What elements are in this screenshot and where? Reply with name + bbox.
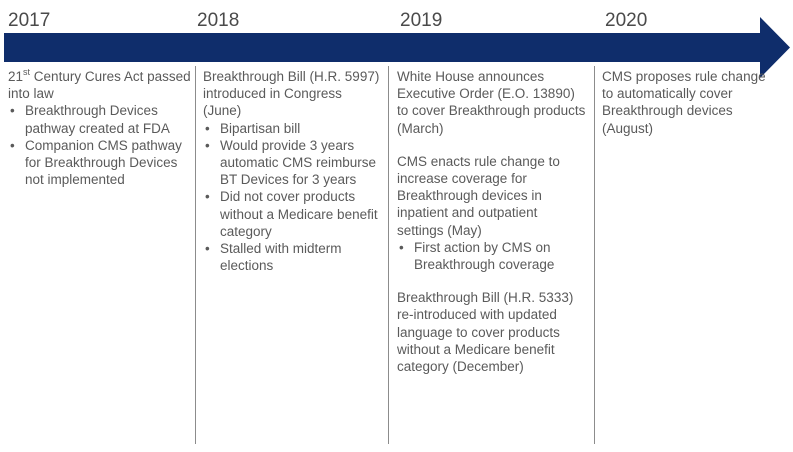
divider-2020 <box>594 66 595 444</box>
year-2020-label: 2020 <box>605 10 648 31</box>
cures-act-text: 21st Century Cures Act passed into law <box>8 66 191 102</box>
executive-order-text: White House announces Executive Order (E… <box>397 69 586 136</box>
bullet-item: Did not cover products without a Medicar… <box>203 188 383 240</box>
column-2019: White House announces Executive Order (E… <box>397 68 587 375</box>
bullet-item: Companion CMS pathway for Breakthrough D… <box>8 137 191 189</box>
bullet-item: Breakthrough Devices pathway created at … <box>8 102 191 136</box>
bullet-item: First action by CMS on Breakthrough cove… <box>397 239 587 273</box>
column-2017: 21st Century Cures Act passed into law B… <box>8 66 191 188</box>
column-2020: CMS proposes rule change to automaticall… <box>602 68 772 137</box>
timeline-arrow-shape <box>4 17 790 78</box>
bullet-item: Stalled with midterm elections <box>203 240 383 274</box>
column-2017-bullets: Breakthrough Devices pathway created at … <box>8 102 191 188</box>
year-2018-label: 2018 <box>197 10 240 31</box>
breakthrough-bill-2018-text: Breakthrough Bill (H.R. 5997) introduced… <box>203 69 380 119</box>
bullet-item: Bipartisan bill <box>203 120 383 137</box>
cms-rule-change-text: CMS enacts rule change to increase cover… <box>397 153 560 238</box>
column-2018-bullets: Bipartisan bill Would provide 3 years au… <box>203 120 383 275</box>
column-2019-bullets: First action by CMS on Breakthrough cove… <box>397 239 587 273</box>
cms-proposes-rule-text: CMS proposes rule change to automaticall… <box>602 69 766 136</box>
column-2018: Breakthrough Bill (H.R. 5997) introduced… <box>203 68 383 274</box>
year-2017-label: 2017 <box>8 10 51 31</box>
year-2019-label: 2019 <box>400 10 443 31</box>
bullet-item: Would provide 3 years automatic CMS reim… <box>203 137 383 189</box>
divider-2018 <box>195 66 196 444</box>
breakthrough-bill-2019-text: Breakthrough Bill (H.R. 5333) re-introdu… <box>397 290 574 375</box>
timeline-arrow <box>4 17 790 78</box>
divider-2019 <box>388 66 389 444</box>
